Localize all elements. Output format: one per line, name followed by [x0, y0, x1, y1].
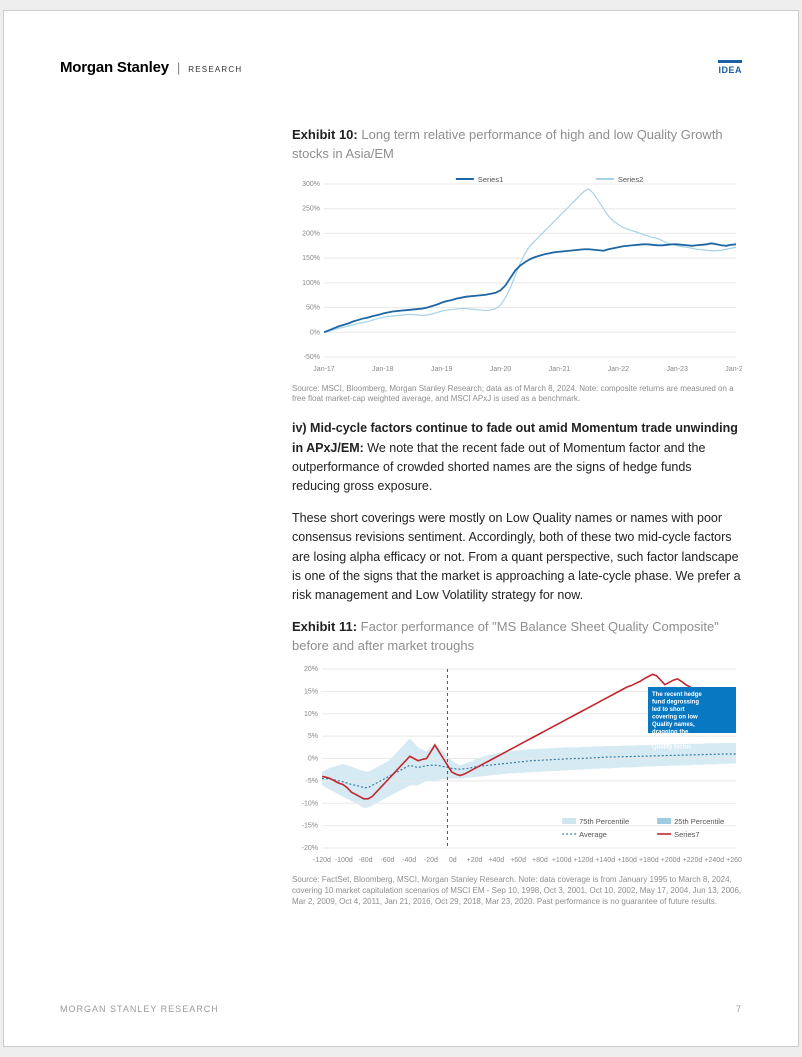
svg-text:10%: 10%	[304, 711, 318, 718]
svg-text:100%: 100%	[302, 280, 320, 287]
content-column: Exhibit 10: Long term relative performan…	[292, 126, 742, 908]
svg-text:Jan-18: Jan-18	[372, 366, 394, 373]
header: Morgan Stanley | RESEARCH IDEA	[60, 59, 742, 76]
svg-text:Quality factor.: Quality factor.	[652, 745, 692, 751]
svg-text:-10%: -10%	[302, 801, 318, 808]
idea-badge: IDEA	[718, 60, 742, 75]
svg-text:+80d: +80d	[532, 857, 548, 864]
svg-text:-5%: -5%	[306, 778, 318, 785]
svg-text:250%: 250%	[302, 205, 320, 212]
svg-text:covering on low: covering on low	[652, 715, 698, 721]
svg-text:25th Percentile: 25th Percentile	[674, 817, 724, 826]
svg-text:dragging the: dragging the	[652, 730, 689, 736]
footer-left: MORGAN STANLEY RESEARCH	[60, 1004, 219, 1014]
exhibit11-label: Exhibit 11:	[292, 619, 357, 634]
brand-block: Morgan Stanley | RESEARCH	[60, 59, 242, 76]
svg-text:+160d: +160d	[617, 857, 637, 864]
svg-text:15%: 15%	[304, 689, 318, 696]
svg-text:-20%: -20%	[302, 845, 318, 852]
svg-text:0d: 0d	[449, 857, 457, 864]
svg-text:75th Percentile: 75th Percentile	[579, 817, 629, 826]
exhibit10-title: Exhibit 10: Long term relative performan…	[292, 126, 742, 164]
exhibit11-title-text: Factor performance of "MS Balance Sheet …	[292, 619, 719, 653]
exhibit10-source: Source: MSCI, Bloomberg, Morgan Stanley …	[292, 384, 742, 406]
svg-text:150%: 150%	[302, 255, 320, 262]
exhibit11-chart: -20% -15% -10% -5% 0% 5% 10% 15% 20% -120d -100d -8…	[292, 661, 742, 871]
svg-text:Series7: Series7	[674, 830, 699, 839]
svg-text:Jan-21: Jan-21	[549, 366, 571, 373]
svg-text:0%: 0%	[310, 329, 320, 336]
svg-text:-20d: -20d	[424, 857, 438, 864]
svg-text:300%: 300%	[302, 181, 320, 188]
svg-text:200%: 200%	[302, 230, 320, 237]
svg-text:Jan-20: Jan-20	[490, 366, 512, 373]
chart10-svg: -50% 0% 50% 100% 150% 200% 250% 300% Jan-17 Jan-1…	[292, 170, 742, 375]
svg-text:-100d: -100d	[335, 857, 353, 864]
svg-text:Jan-17: Jan-17	[313, 366, 335, 373]
svg-text:+220d: +220d	[683, 857, 703, 864]
svg-text:+100d: +100d	[552, 857, 572, 864]
svg-text:-15%: -15%	[302, 823, 318, 830]
para-coverings: These short coverings were mostly on Low…	[292, 509, 742, 606]
svg-text:-50%: -50%	[304, 354, 320, 361]
brand-sub: RESEARCH	[188, 65, 242, 74]
svg-text:Jan-19: Jan-19	[431, 366, 453, 373]
svg-text:Jan-23: Jan-23	[666, 366, 688, 373]
brand-separator: |	[177, 60, 180, 75]
svg-text:+180d: +180d	[639, 857, 659, 864]
svg-text:+20d: +20d	[467, 857, 483, 864]
exhibit11-title: Exhibit 11: Factor performance of "MS Ba…	[292, 618, 742, 656]
svg-text:+60d: +60d	[510, 857, 526, 864]
svg-text:The recent hedge: The recent hedge	[652, 692, 702, 698]
svg-text:50%: 50%	[306, 304, 320, 311]
svg-text:0%: 0%	[308, 756, 318, 763]
svg-text:+200d: +200d	[661, 857, 681, 864]
svg-text:+260d: +260d	[726, 857, 742, 864]
brand-name: Morgan Stanley	[60, 59, 169, 76]
svg-text:led to short: led to short	[652, 707, 685, 713]
exhibit10-label: Exhibit 10:	[292, 127, 358, 142]
svg-text:-80d: -80d	[359, 857, 373, 864]
svg-text:+40d: +40d	[488, 857, 504, 864]
svg-text:+240d: +240d	[704, 857, 724, 864]
svg-text:-40d: -40d	[402, 857, 416, 864]
svg-text:fund degrossing: fund degrossing	[652, 700, 699, 706]
svg-text:Jan-22: Jan-22	[608, 366, 630, 373]
page-number: 7	[736, 1004, 742, 1014]
svg-text:+120d: +120d	[574, 857, 594, 864]
footer: MORGAN STANLEY RESEARCH 7	[60, 1004, 742, 1014]
svg-text:5%: 5%	[308, 733, 318, 740]
para-iv: iv) Mid-cycle factors continue to fade o…	[292, 419, 742, 497]
svg-text:performance of: performance of	[652, 737, 697, 743]
svg-text:Series1: Series1	[478, 175, 503, 184]
svg-text:+140d: +140d	[595, 857, 615, 864]
svg-text:-120d: -120d	[313, 857, 331, 864]
exhibit11-source: Source: FactSet, Bloomberg, MSCI, Morgan…	[292, 875, 742, 907]
svg-text:Series2: Series2	[618, 175, 643, 184]
exhibit10-chart: -50% 0% 50% 100% 150% 200% 250% 300% Jan-17 Jan-1…	[292, 170, 742, 380]
svg-text:Average: Average	[579, 830, 607, 839]
svg-text:20%: 20%	[304, 666, 318, 673]
page: Morgan Stanley | RESEARCH IDEA Exhibit 1…	[3, 10, 799, 1047]
chart11-svg: -20% -15% -10% -5% 0% 5% 10% 15% 20% -120d -100d -8…	[292, 661, 742, 866]
svg-text:-60d: -60d	[380, 857, 394, 864]
svg-text:Jan-24: Jan-24	[725, 366, 742, 373]
svg-text:Quality names,: Quality names,	[652, 722, 695, 728]
